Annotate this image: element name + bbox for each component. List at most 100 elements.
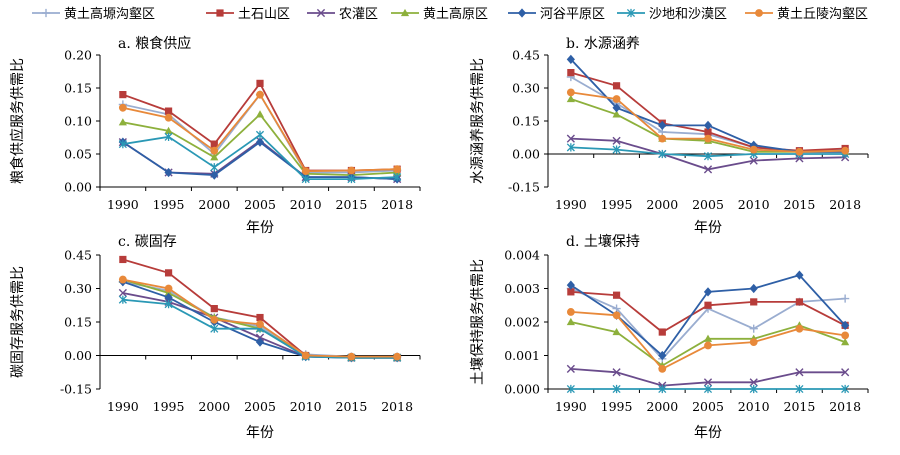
series xyxy=(566,384,850,394)
x-tick-label: 2005 xyxy=(692,399,724,414)
x-tick-label: 2005 xyxy=(244,197,276,212)
legend-label: 沙地和沙漠区 xyxy=(649,7,727,22)
y-tick-label: 0.45 xyxy=(512,48,540,63)
data-point xyxy=(841,320,850,330)
data-point xyxy=(210,146,219,155)
data-point xyxy=(164,292,173,303)
data-point xyxy=(393,173,402,182)
y-tick-label: 0.10 xyxy=(64,114,92,129)
data-point xyxy=(841,384,850,394)
data-point xyxy=(658,328,666,336)
data-point xyxy=(566,134,575,143)
data-point xyxy=(566,143,575,152)
series-line xyxy=(122,140,398,180)
data-point xyxy=(301,351,310,360)
data-point xyxy=(749,378,758,387)
data-point xyxy=(210,153,219,161)
data-point xyxy=(164,269,173,277)
legend-marker xyxy=(41,8,51,18)
data-point xyxy=(612,327,621,336)
data-point xyxy=(164,107,173,115)
data-point xyxy=(749,145,758,154)
y-axis-title: 粮食供应服务供需比 xyxy=(9,58,26,184)
y-tick-label: 0.15 xyxy=(64,315,92,330)
data-point xyxy=(164,288,173,297)
data-point xyxy=(703,334,713,342)
data-point xyxy=(119,91,127,99)
x-tick-label: 2010 xyxy=(738,399,770,414)
data-point xyxy=(658,384,667,394)
x-tick-label: 1990 xyxy=(107,197,139,212)
y-tick-label: 0.004 xyxy=(504,248,540,263)
legend-label: 黄土丘陵沟壑区 xyxy=(777,6,868,22)
data-point xyxy=(704,341,712,350)
series xyxy=(118,295,402,362)
legend-item: 沙地和沙漠区 xyxy=(617,7,727,22)
data-point xyxy=(841,146,850,155)
x-tick-label: 1995 xyxy=(601,399,633,414)
data-point xyxy=(566,308,575,316)
data-point xyxy=(703,287,713,297)
data-point xyxy=(164,284,173,293)
x-axis-title: 年份 xyxy=(694,220,722,236)
y-tick-label: 0.05 xyxy=(64,147,92,162)
data-point xyxy=(164,300,173,309)
data-point xyxy=(841,331,850,340)
data-point xyxy=(658,365,667,373)
data-point xyxy=(210,315,219,324)
data-point xyxy=(164,167,173,178)
chart-panel: 0.00 0.05 0.10 0.15 0.20 1990 1995 2000 2005 2010… xyxy=(9,35,421,236)
x-tick-label: 2015 xyxy=(336,399,368,414)
x-tick-label: 2000 xyxy=(646,197,678,212)
data-point xyxy=(210,170,219,180)
legend-label: 农灌区 xyxy=(339,7,378,22)
series xyxy=(566,308,850,373)
panel-title: d. 土壤保持 xyxy=(566,233,640,250)
data-point xyxy=(164,113,173,122)
y-tick-label: 0.15 xyxy=(64,81,92,96)
legend-label: 黄土高塬沟壑区 xyxy=(64,6,155,22)
data-point xyxy=(612,103,621,113)
data-point xyxy=(256,320,264,329)
y-axis-title: 水源涵养服务供需比 xyxy=(470,58,486,184)
x-tick-label: 2018 xyxy=(381,399,413,414)
data-point xyxy=(795,324,804,333)
x-tick-label: 2005 xyxy=(244,399,276,414)
data-point xyxy=(256,79,264,87)
data-point xyxy=(393,352,402,361)
data-point xyxy=(658,134,667,143)
data-point xyxy=(210,140,218,148)
data-point xyxy=(612,311,621,320)
data-point xyxy=(566,384,575,394)
data-point xyxy=(210,305,218,313)
data-point xyxy=(566,317,575,326)
data-point xyxy=(301,174,310,184)
series xyxy=(566,88,850,156)
data-point xyxy=(255,130,265,139)
data-point xyxy=(118,140,127,149)
data-point xyxy=(749,384,758,394)
data-point xyxy=(210,163,219,172)
data-point xyxy=(704,134,712,143)
legend-label: 土石山区 xyxy=(238,7,290,22)
x-tick-label: 2000 xyxy=(646,399,678,414)
chart-panel: 0.000 0.001 0.002 0.003 0.004 1990 1995 2000 200… xyxy=(469,233,869,441)
legend-item: 黄土高原区 xyxy=(391,6,488,22)
data-point xyxy=(567,69,575,77)
data-point xyxy=(118,118,127,126)
x-tick-label: 2000 xyxy=(198,399,230,414)
x-tick-label: 1990 xyxy=(555,399,587,414)
chart-panel: -0.15 0.00 0.15 0.30 0.45 1990 1995 2000 2005 201… xyxy=(470,36,869,236)
data-point xyxy=(658,120,667,130)
x-axis-title: 年份 xyxy=(246,425,274,441)
y-tick-label: 0.002 xyxy=(504,315,540,330)
data-point xyxy=(612,145,621,154)
data-point xyxy=(393,165,402,174)
x-tick-label: 1995 xyxy=(153,197,185,212)
data-point xyxy=(255,110,265,118)
y-tick-label: 0.30 xyxy=(512,81,540,96)
data-point xyxy=(658,149,667,159)
legend: 黄土高塬沟壑区 土石山区 农灌区 黄土高原区 河谷平原区 沙地和沙漠区 黄土丘陵沟壑区 xyxy=(32,6,868,22)
data-point xyxy=(749,338,758,346)
